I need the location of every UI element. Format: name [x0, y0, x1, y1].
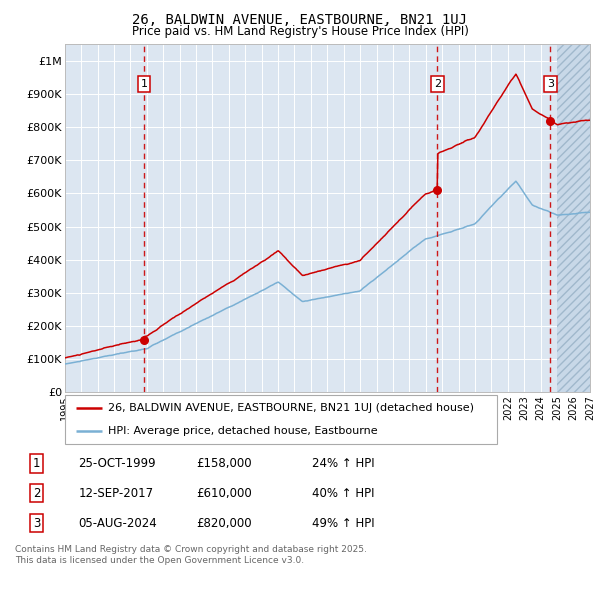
Text: 1: 1 [33, 457, 41, 470]
Text: 05-AUG-2024: 05-AUG-2024 [78, 517, 157, 530]
Text: Contains HM Land Registry data © Crown copyright and database right 2025.
This d: Contains HM Land Registry data © Crown c… [15, 545, 367, 565]
Text: £610,000: £610,000 [196, 487, 252, 500]
Text: 2: 2 [33, 487, 41, 500]
Text: 24% ↑ HPI: 24% ↑ HPI [311, 457, 374, 470]
Text: 3: 3 [33, 517, 40, 530]
Text: 40% ↑ HPI: 40% ↑ HPI [311, 487, 374, 500]
Text: £820,000: £820,000 [196, 517, 252, 530]
Text: £158,000: £158,000 [196, 457, 252, 470]
Text: HPI: Average price, detached house, Eastbourne: HPI: Average price, detached house, East… [108, 425, 377, 435]
Text: 49% ↑ HPI: 49% ↑ HPI [311, 517, 374, 530]
Text: 1: 1 [140, 79, 148, 89]
Text: Price paid vs. HM Land Registry's House Price Index (HPI): Price paid vs. HM Land Registry's House … [131, 25, 469, 38]
Text: 3: 3 [547, 79, 554, 89]
Text: 26, BALDWIN AVENUE, EASTBOURNE, BN21 1UJ (detached house): 26, BALDWIN AVENUE, EASTBOURNE, BN21 1UJ… [108, 404, 474, 414]
FancyBboxPatch shape [65, 395, 497, 444]
Text: 2: 2 [434, 79, 441, 89]
Text: 12-SEP-2017: 12-SEP-2017 [78, 487, 154, 500]
Text: 26, BALDWIN AVENUE, EASTBOURNE, BN21 1UJ: 26, BALDWIN AVENUE, EASTBOURNE, BN21 1UJ [133, 13, 467, 27]
Text: 25-OCT-1999: 25-OCT-1999 [78, 457, 156, 470]
Bar [557, 44, 590, 392]
